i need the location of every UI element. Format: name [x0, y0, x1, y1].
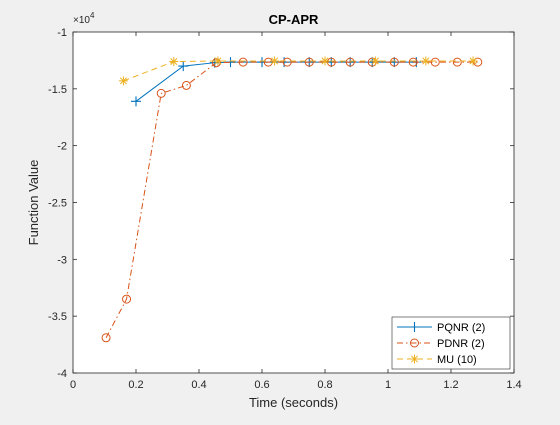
x-axis-label: Time (seconds) [249, 395, 338, 410]
x-tick-label: 0.6 [254, 379, 269, 391]
data-point [101, 333, 111, 343]
data-point [263, 57, 273, 67]
data-point [430, 57, 440, 67]
legend-entry: PQNR (2) [397, 322, 485, 334]
legend-marker [409, 322, 420, 332]
series-layer [101, 56, 483, 343]
y-tick-label: -4 [57, 368, 67, 380]
data-point [452, 57, 462, 67]
x-tick-label: 0.8 [317, 379, 332, 391]
data-point [131, 96, 141, 107]
x-tick-label: 1.4 [506, 379, 521, 391]
legend-entry: PDNR (2) [397, 338, 485, 350]
data-point [213, 56, 223, 66]
y-tick-label: -2.5 [48, 198, 67, 210]
data-point [320, 56, 330, 66]
data-point [304, 57, 314, 67]
data-point [370, 56, 380, 66]
y-exponent-base: ×10 [73, 15, 90, 26]
axis-ticks: 0 0.2 0.4 0.6 0.8 1 1.2 1.4 -4 -3.5 -3 -2.5 -2 -1.5 -1 [48, 27, 522, 391]
data-point [156, 88, 166, 98]
legend-marker [410, 338, 419, 348]
y-tick-label: -2 [57, 141, 67, 153]
data-point [118, 76, 128, 86]
x-tick-label: 1 [385, 379, 391, 391]
x-tick-label: 0 [70, 379, 76, 391]
series-pdnr-2 [101, 57, 483, 343]
y-exponent-power: 4 [90, 11, 95, 20]
x-tick-label: 0.2 [128, 379, 143, 391]
data-point [178, 61, 189, 72]
series-line [123, 60, 474, 82]
legend-entry: MU (10) [397, 354, 477, 366]
data-point [389, 57, 399, 67]
data-point [122, 294, 132, 304]
series-line [105, 61, 478, 338]
y-tick-label: -3 [57, 254, 67, 266]
data-point [421, 56, 431, 66]
legend-marker [410, 354, 419, 364]
data-point [211, 58, 221, 68]
data-point [270, 56, 280, 66]
y-axis-label: Function Value [26, 160, 41, 246]
y-axis-exponent: ×104 [73, 11, 95, 26]
y-tick-label: -1.5 [48, 84, 67, 96]
data-point [282, 57, 292, 67]
series-mu-10 [118, 56, 478, 86]
data-point [345, 57, 355, 67]
chart-title: CP-APR [269, 12, 319, 27]
data-point [408, 57, 418, 67]
data-point [169, 57, 179, 67]
legend-label: PDNR (2) [437, 338, 485, 350]
data-point [238, 57, 248, 67]
legend-label: MU (10) [437, 354, 477, 366]
y-tick-label: -3.5 [48, 311, 67, 323]
data-point [326, 57, 336, 67]
y-tick-label: -1 [57, 27, 67, 39]
legend: PQNR (2) PDNR (2) MU (10) [391, 316, 511, 370]
axes-box [72, 31, 515, 374]
legend-label: PQNR (2) [437, 322, 485, 334]
x-tick-label: 1.2 [443, 379, 458, 391]
x-tick-label: 0.4 [191, 379, 206, 391]
data-point [468, 56, 478, 66]
data-point [181, 80, 191, 90]
plot-area [73, 32, 514, 373]
